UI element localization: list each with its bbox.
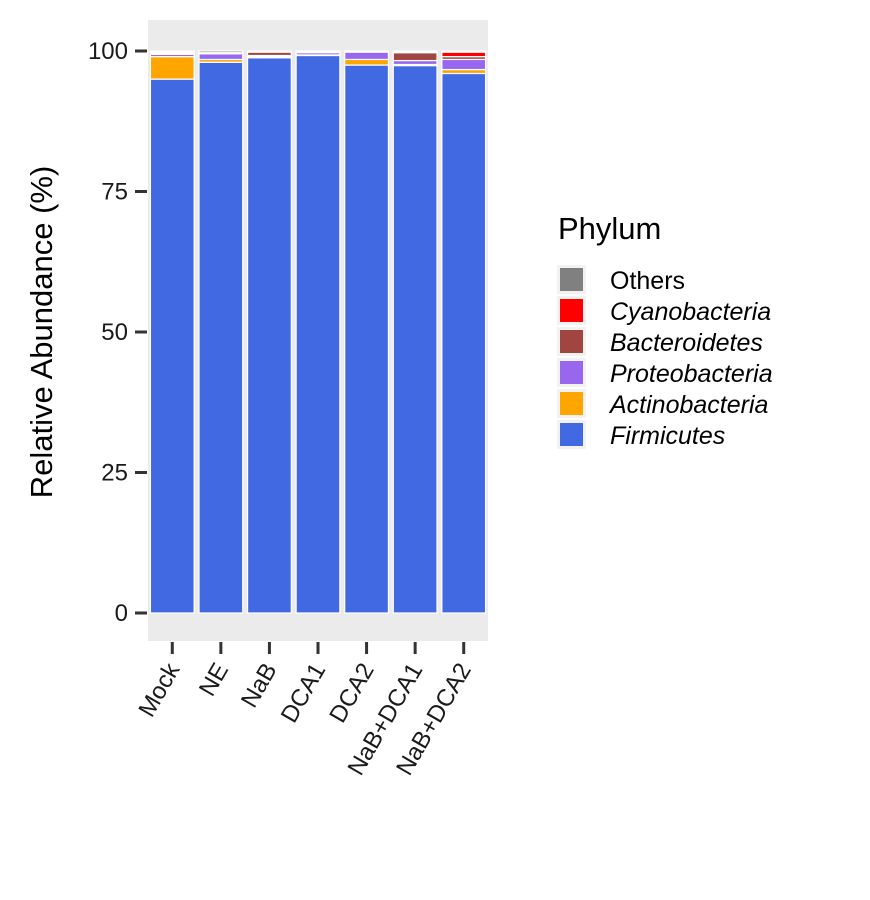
bar-segment-firmicutes-0: [149, 78, 195, 614]
bar-segment-proteobacteria-4: [344, 51, 390, 61]
bar-segment-firmicutes-6: [441, 72, 487, 614]
legend-label-others: Others: [610, 267, 685, 295]
bar-segment-cyanobacteria-6: [441, 51, 487, 58]
y-tick-label: 100: [88, 38, 128, 65]
legend-key-proteobacteria: [560, 361, 583, 384]
bar-segment-firmicutes-3: [295, 54, 341, 614]
bar-segment-firmicutes-1: [198, 61, 244, 614]
legend-label-proteobacteria: Proteobacteria: [610, 360, 773, 388]
legend-key-bacteroidetes: [560, 330, 583, 353]
x-tick-label: NaB: [236, 659, 283, 713]
y-tick-label: 0: [115, 600, 128, 627]
bar-segment-others-3: [295, 50, 341, 53]
x-tick-label: NE: [194, 659, 234, 701]
bar-segment-firmicutes-2: [246, 57, 292, 614]
legend-label-cyanobacteria: Cyanobacteria: [610, 298, 771, 326]
y-axis-title: Relative Abundance (%): [24, 166, 59, 499]
bar-segment-firmicutes-4: [344, 64, 390, 614]
bar-segment-proteobacteria-6: [441, 58, 487, 71]
legend-key-others: [560, 268, 583, 291]
legend-key-actinobacteria: [560, 392, 583, 415]
y-tick-label: 75: [101, 179, 128, 206]
y-axis: 0 25 50 75 100: [88, 38, 147, 627]
bar-segment-actinobacteria-0: [149, 56, 195, 80]
bar-segment-others-2: [246, 50, 292, 53]
bar-segment-others-5: [392, 50, 438, 53]
legend: Phylum Others Cyanobacteria Bacteroidetes P…: [557, 211, 773, 450]
x-tick-label: Mock: [133, 658, 186, 722]
legend-key-firmicutes: [560, 423, 583, 446]
legend-title: Phylum: [558, 211, 661, 246]
bar-segment-firmicutes-5: [392, 65, 438, 614]
y-tick-label: 50: [101, 319, 128, 346]
bar-segment-bacteroidetes-5: [392, 52, 438, 62]
bar-segment-others-1: [198, 50, 244, 54]
bars-layer: [149, 50, 487, 614]
bar-segment-others-0: [149, 50, 195, 53]
legend-label-actinobacteria: Actinobacteria: [608, 391, 769, 419]
x-tick-label: DCA1: [276, 659, 331, 728]
legend-key-cyanobacteria: [560, 299, 583, 322]
bar-segment-actinobacteria-4: [344, 58, 390, 66]
bar-segment-others-4: [344, 50, 390, 53]
legend-label-bacteroidetes: Bacteroidetes: [610, 329, 763, 357]
bar-segment-proteobacteria-1: [198, 53, 244, 61]
y-tick-label: 25: [101, 460, 128, 487]
bar-segment-others-6: [441, 50, 487, 53]
legend-label-firmicutes: Firmicutes: [610, 422, 725, 450]
